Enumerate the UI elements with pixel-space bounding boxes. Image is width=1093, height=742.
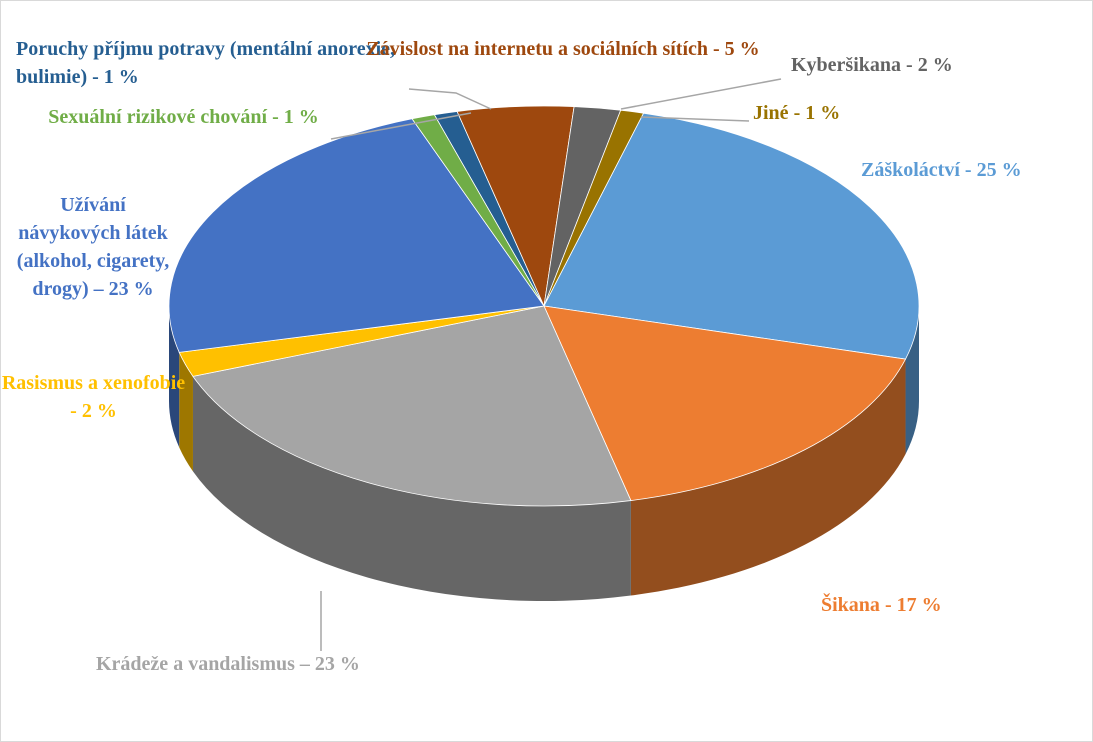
category-name: Šikana [821, 594, 880, 616]
value-label: - 2 % [70, 400, 117, 422]
category-name: Užívání návykových látek (alkohol, cigar… [16, 194, 170, 300]
value-label: - 17 % [884, 594, 942, 616]
leader-line [620, 78, 782, 110]
value-label: - 1 % [272, 106, 319, 128]
data-label: Šikana - 17 % [821, 591, 1041, 619]
value-label: - 2 % [906, 54, 953, 76]
data-label: Záškoláctví - 25 % [861, 156, 1093, 184]
category-name: Sexuální rizikové chování [48, 106, 268, 128]
leader-lines [320, 78, 782, 651]
category-name: Kyberšikana [791, 54, 902, 76]
leader-line [408, 88, 492, 110]
slice-side [630, 359, 906, 596]
category-name: Rasismus a xenofobie [1, 372, 186, 394]
data-label: Poruchy příjmu potravy (mentální anorexi… [16, 35, 411, 91]
category-name: Poruchy příjmu potravy (mentální anorexi… [16, 38, 396, 88]
data-label: Závislost na internetu a sociálních sítí… [363, 35, 763, 63]
slice [543, 112, 920, 360]
slice-side [905, 306, 919, 455]
category-name: Závislost na internetu a sociálních sítí… [366, 38, 709, 60]
data-label: Užívání návykových látek (alkohol, cigar… [9, 191, 177, 303]
slice-side [169, 306, 180, 448]
category-name: Jiné [753, 102, 789, 124]
category-name: Krádeže a vandalismus [96, 653, 295, 675]
value-label: - 1 % [92, 66, 139, 88]
side-walls [169, 306, 919, 601]
value-label: – 23 % [299, 653, 360, 675]
slice-side [192, 376, 631, 601]
leader-line [640, 116, 750, 122]
slice [411, 114, 545, 307]
data-label: Kyberšikana - 2 % [791, 51, 1031, 79]
slice-side [179, 352, 193, 472]
value-label: - 1 % [793, 102, 841, 124]
data-label: Rasismus a xenofobie - 2 % [1, 369, 186, 425]
leader-line [330, 112, 472, 140]
data-label: Sexuální rizikové chování - 1 % [21, 103, 346, 131]
data-label: Jiné - 1 % [753, 99, 953, 127]
value-label: - 5 % [713, 38, 760, 60]
value-label: - 25 % [964, 159, 1022, 181]
category-name: Záškoláctví [861, 159, 960, 181]
slice [543, 305, 907, 501]
slice [192, 305, 632, 507]
value-label: – 23 % [93, 278, 154, 300]
data-label: Krádeže a vandalismus – 23 % [96, 650, 496, 678]
